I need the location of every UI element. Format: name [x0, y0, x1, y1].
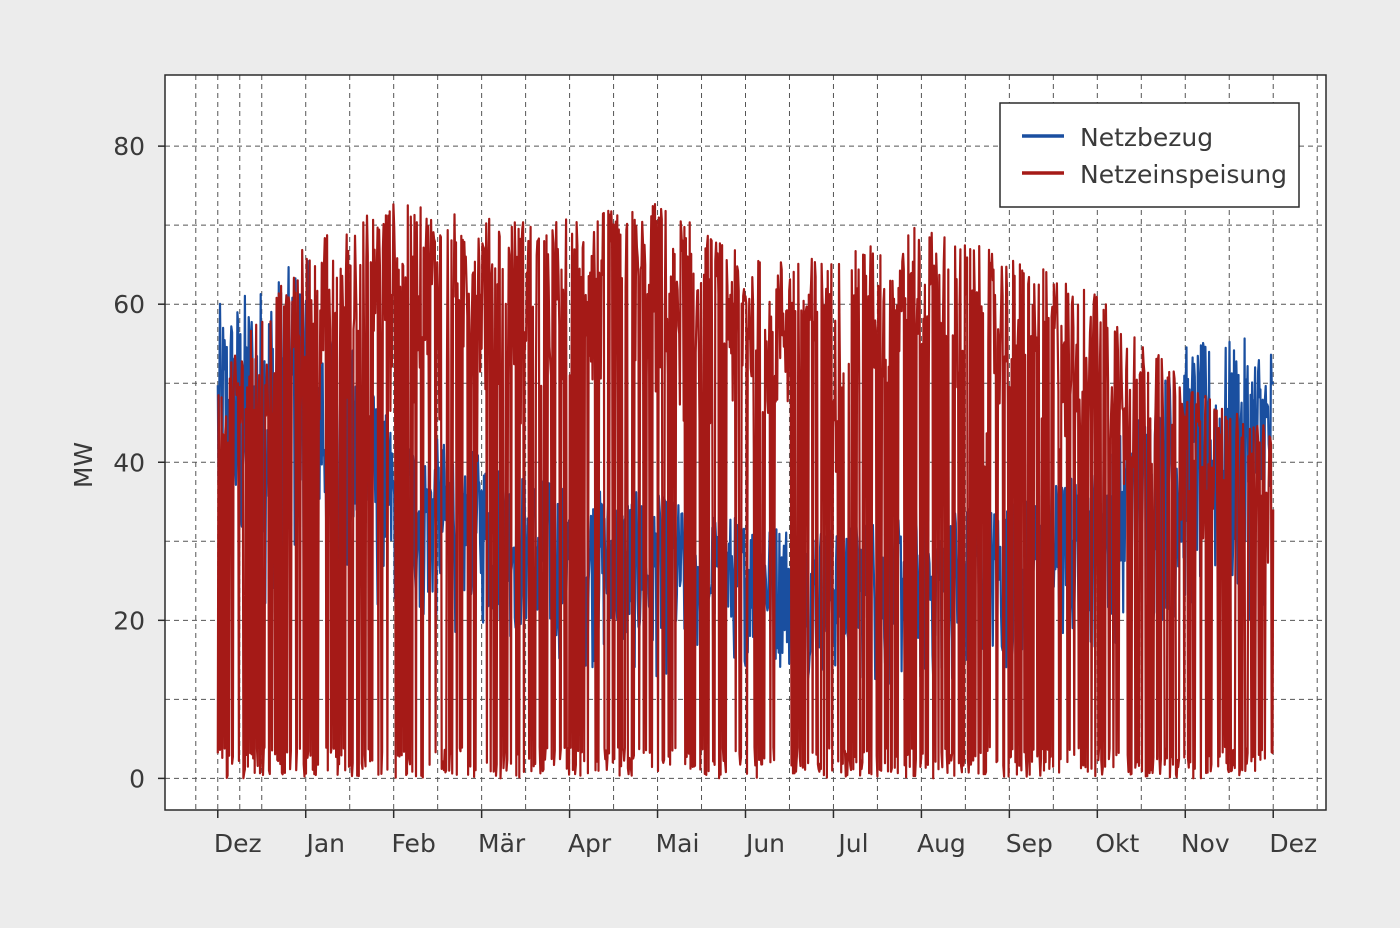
series-line-netzeinspeisung	[216, 203, 1275, 780]
x-tick-label: Jun	[744, 829, 785, 858]
series-layer	[216, 203, 1275, 780]
x-tick-label: Feb	[392, 829, 436, 858]
x-tick-label: Dez	[1269, 829, 1317, 858]
x-tick-label: Nov	[1181, 829, 1230, 858]
legend-label-netzeinspeisung: Netzeinspeisung	[1080, 160, 1287, 189]
y-tick-label: 40	[113, 448, 145, 477]
x-tick-label: Jan	[304, 829, 345, 858]
y-tick-label: 60	[113, 290, 145, 319]
y-tick-label: 20	[113, 606, 145, 635]
x-tick-label: Dez	[214, 829, 262, 858]
legend-box	[999, 102, 1300, 208]
x-tick-label: Sep	[1006, 829, 1053, 858]
x-axis-ticks: Dez Jan Feb Mär Apr Mai Jun Jul Aug Sep Okt Nov Dez	[214, 810, 1317, 858]
legend-label-netzbezug: Netzbezug	[1080, 123, 1213, 152]
x-tick-label: Okt	[1095, 829, 1139, 858]
legend: Netzbezug Netzeinspeisung	[999, 102, 1300, 208]
x-tick-label: Aug	[917, 829, 966, 858]
x-tick-label: Mai	[656, 829, 700, 858]
y-axis-ticks: 0 20 40 60 80	[113, 132, 165, 793]
x-tick-label: Apr	[568, 829, 612, 858]
x-tick-label: Jul	[836, 829, 868, 858]
y-tick-label: 0	[129, 764, 145, 793]
x-tick-label: Mär	[478, 829, 526, 858]
y-tick-label: 80	[113, 132, 145, 161]
y-axis-label: MW	[69, 442, 98, 488]
